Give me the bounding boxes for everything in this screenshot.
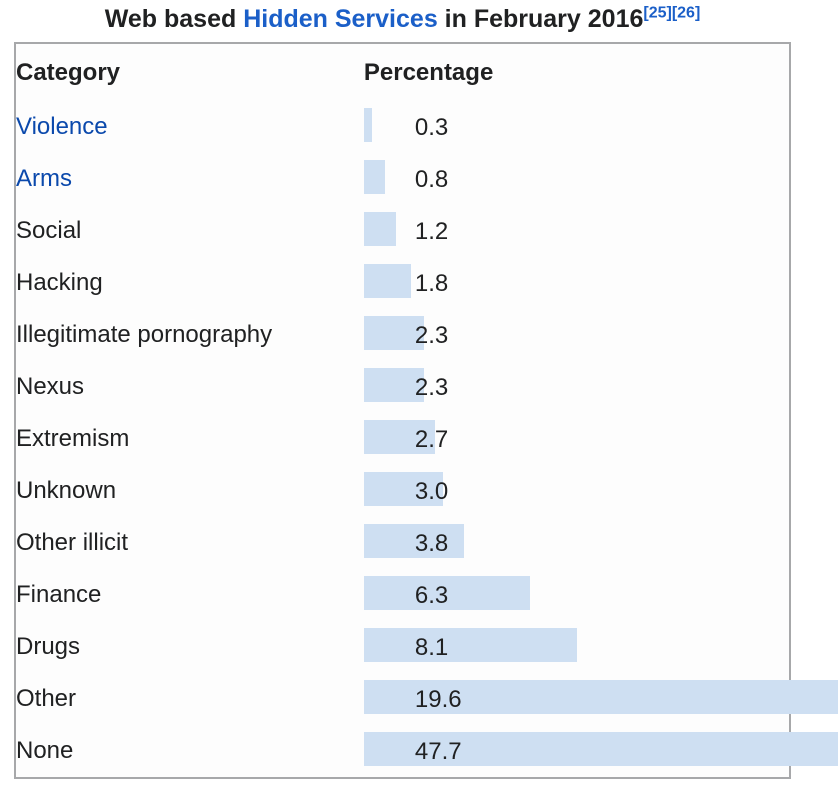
category-label: Illegitimate pornography	[16, 321, 273, 348]
table-row: Nexus 2.3	[15, 361, 790, 413]
percentage-bar	[363, 524, 464, 558]
percentage-value: 0.3	[414, 114, 449, 141]
category-label: Other illicit	[16, 529, 129, 556]
table-row: Arms 0.8	[15, 153, 790, 205]
category-label: Social	[16, 217, 82, 244]
percentage-bar	[363, 472, 443, 506]
category-link[interactable]: Violence	[16, 113, 108, 140]
category-label: Drugs	[16, 633, 81, 660]
percentage-value: 1.8	[414, 270, 449, 297]
category-label: Hacking	[16, 269, 103, 296]
hidden-services-link[interactable]: Hidden Services	[243, 5, 438, 33]
percentage-value: 6.3	[414, 582, 449, 609]
table-row: Violence 0.3	[15, 101, 790, 153]
percentage-value: 1.2	[414, 218, 449, 245]
ref-25-link[interactable]: [25]	[643, 4, 672, 22]
percentage-bar	[363, 160, 385, 194]
percentage-bar	[363, 628, 577, 662]
percentage-bar	[363, 212, 396, 246]
title-text-prefix: Web based	[104, 5, 244, 33]
percentage-value: 0.8	[414, 166, 449, 193]
table-row: Illegitimate pornography 2.3	[15, 309, 790, 361]
percentage-bar	[363, 576, 530, 610]
percentage-bar	[363, 264, 411, 298]
category-link[interactable]: Arms	[16, 165, 72, 192]
percentage-bar	[363, 732, 838, 766]
percentage-value: 2.3	[414, 374, 449, 401]
title-text-suffix: in February 2016	[437, 5, 644, 33]
category-label: Nexus	[16, 373, 85, 400]
table-row: Other 19.6	[15, 673, 838, 725]
table-row: Social 1.2	[15, 205, 790, 257]
table-row: Unknown 3.0	[15, 465, 790, 517]
percentage-value: 47.7	[414, 738, 462, 765]
percentage-bar	[363, 420, 435, 454]
table-row: None 47.7	[15, 725, 838, 778]
table-row: Extremism 2.7	[15, 413, 790, 465]
header-row: Category Percentage	[15, 43, 790, 101]
column-header-category: Category	[16, 58, 121, 86]
percentage-bar	[363, 368, 424, 402]
table-row: Hacking 1.8	[15, 257, 790, 309]
percentage-value: 8.1	[414, 634, 449, 661]
percentage-value: 3.8	[414, 530, 449, 557]
ref-26-link[interactable]: [26]	[671, 4, 701, 22]
percentage-value: 3.0	[414, 478, 449, 505]
table-row: Other illicit 3.8	[15, 517, 790, 569]
percentage-value: 2.3	[414, 322, 449, 349]
column-header-percentage: Percentage	[363, 58, 494, 86]
percentage-bar	[363, 680, 838, 714]
category-label: Unknown	[16, 477, 117, 504]
hidden-services-table: Category Percentage Violence 0.3 Arms 0.8 So…	[14, 42, 838, 779]
reference-superscripts: [25][26]	[643, 5, 700, 22]
percentage-value: 19.6	[414, 686, 462, 713]
percentage-bar	[363, 108, 372, 142]
table-row: Drugs 8.1	[15, 621, 790, 673]
chart-title: Web based Hidden Services in February 20…	[14, 5, 791, 34]
category-label: Other	[16, 685, 77, 712]
table-row: Finance 6.3	[15, 569, 790, 621]
category-label: Finance	[16, 581, 102, 608]
percentage-value: 2.7	[414, 426, 449, 453]
percentage-bar	[363, 316, 424, 350]
category-label: None	[16, 737, 74, 764]
category-label: Extremism	[16, 425, 130, 452]
